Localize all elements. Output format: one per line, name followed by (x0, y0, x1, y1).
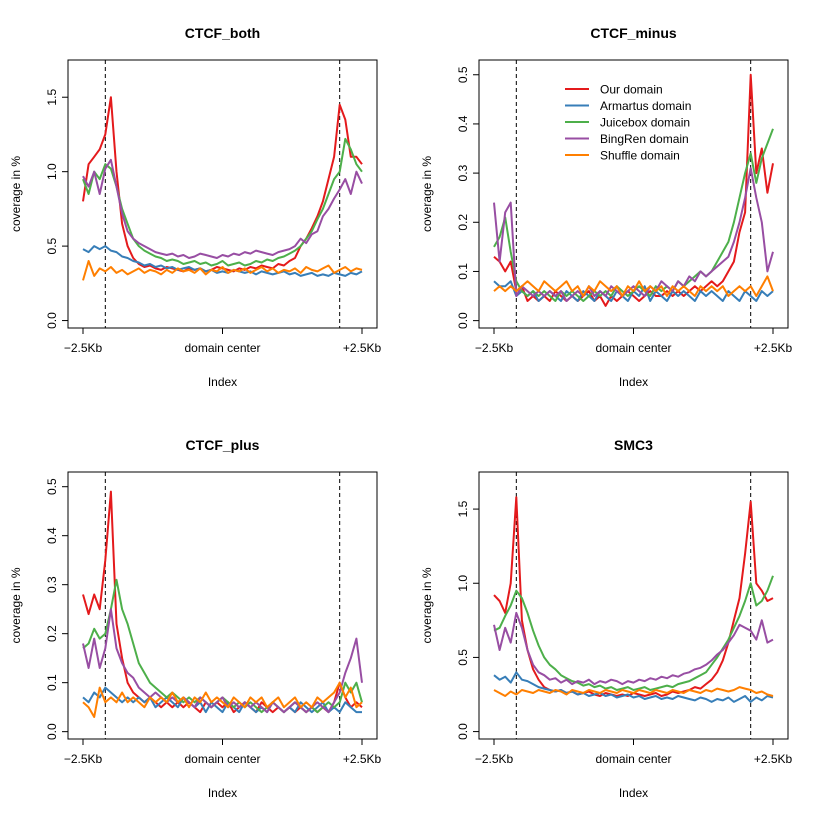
y-tick-label: 0.4 (45, 527, 59, 544)
y-tick-label: 0.0 (456, 723, 470, 740)
series-line-our-domain (82, 490, 363, 714)
x-tick-label: domain center (595, 752, 671, 766)
series-line-shuffle-domain (493, 686, 774, 697)
y-tick-label: 0.2 (45, 625, 59, 642)
series-line-our-domain (493, 496, 774, 697)
y-tick-label: 1.5 (456, 500, 470, 517)
y-axis-label: coverage in % (9, 156, 23, 232)
series-line-juicebox-domain (493, 575, 774, 691)
x-tick-label: −2.5Kb (475, 752, 514, 766)
x-axis-label: Index (208, 375, 237, 389)
x-tick-label: +2.5Kb (343, 752, 382, 766)
y-axis-label: coverage in % (420, 567, 434, 643)
series-line-shuffle-domain (493, 275, 774, 297)
chart-title: CTCF_both (185, 25, 260, 41)
series-line-bingren-domain (82, 608, 363, 714)
y-tick-label: 0.5 (45, 237, 59, 254)
x-axis-label: Index (208, 786, 237, 800)
x-axis-label: Index (619, 375, 648, 389)
y-tick-label: 0.1 (45, 674, 59, 691)
series-line-armartus-domain (493, 671, 774, 703)
legend-label: Juicebox domain (600, 116, 690, 130)
legend-label: Our domain (600, 83, 663, 97)
series-line-juicebox-domain (82, 578, 363, 714)
x-tick-label: +2.5Kb (343, 341, 382, 355)
y-tick-label: 0.4 (456, 115, 470, 132)
x-tick-label: −2.5Kb (64, 341, 103, 355)
series-line-shuffle-domain (82, 681, 363, 718)
y-tick-label: 1.5 (45, 89, 59, 106)
x-axis-label: Index (619, 786, 648, 800)
series-line-our-domain (82, 96, 363, 273)
y-axis-label: coverage in % (420, 156, 434, 232)
legend-label: Armartus domain (600, 99, 691, 113)
chart-panel-ctcf-plus: CTCF_plus coverage in % Index 0.0 0.1 0.2 0.3 0… (9, 437, 382, 800)
y-tick-label: 0.0 (45, 312, 59, 329)
y-tick-label: 0.3 (456, 164, 470, 181)
y-tick-label: 0.5 (45, 478, 59, 495)
y-tick-label: 0.2 (456, 214, 470, 231)
series-line-shuffle-domain (82, 260, 363, 281)
legend-label: BingRen domain (600, 132, 689, 146)
y-tick-label: 0.5 (456, 649, 470, 666)
y-tick-label: 0.5 (456, 66, 470, 83)
legend: Our domain Armartus domain Juicebox domain… (565, 83, 691, 163)
chart-title: CTCF_minus (590, 25, 677, 41)
plot-frame (67, 59, 378, 329)
x-tick-label: −2.5Kb (475, 341, 514, 355)
chart-title: CTCF_plus (186, 437, 260, 453)
chart-panel-ctcf-minus: CTCF_minus coverage in % Index 0.0 0.1 0.2 0.3… (420, 25, 793, 389)
y-tick-label: 0.0 (45, 723, 59, 740)
chart-panel-smc3: SMC3 coverage in % Index 0.0 0.5 1.0 1.5 −2.5Kb… (420, 437, 793, 800)
legend-label: Shuffle domain (600, 149, 680, 163)
series-line-bingren-domain (82, 158, 363, 259)
y-tick-label: 1.0 (45, 163, 59, 180)
x-tick-label: domain center (184, 752, 260, 766)
x-tick-label: domain center (595, 341, 671, 355)
series-line-juicebox-domain (82, 137, 363, 267)
chart-title: SMC3 (614, 437, 653, 453)
chart-panel-ctcf-both: CTCF_both coverage in % Index 0.0 0.5 1.0 1.5 −… (9, 25, 382, 389)
y-tick-label: 0.1 (456, 263, 470, 280)
y-tick-label: 0.0 (456, 312, 470, 329)
series-line-bingren-domain (493, 167, 774, 302)
y-tick-label: 1.0 (456, 575, 470, 592)
series-line-armartus-domain (82, 245, 363, 277)
series-line-armartus-domain (82, 686, 362, 714)
y-axis-label: coverage in % (9, 567, 23, 643)
x-tick-label: +2.5Kb (754, 341, 793, 355)
x-tick-label: +2.5Kb (754, 752, 793, 766)
x-tick-label: −2.5Kb (64, 752, 103, 766)
y-tick-label: 0.3 (45, 576, 59, 593)
series-line-bingren-domain (493, 611, 774, 686)
x-tick-label: domain center (184, 341, 260, 355)
